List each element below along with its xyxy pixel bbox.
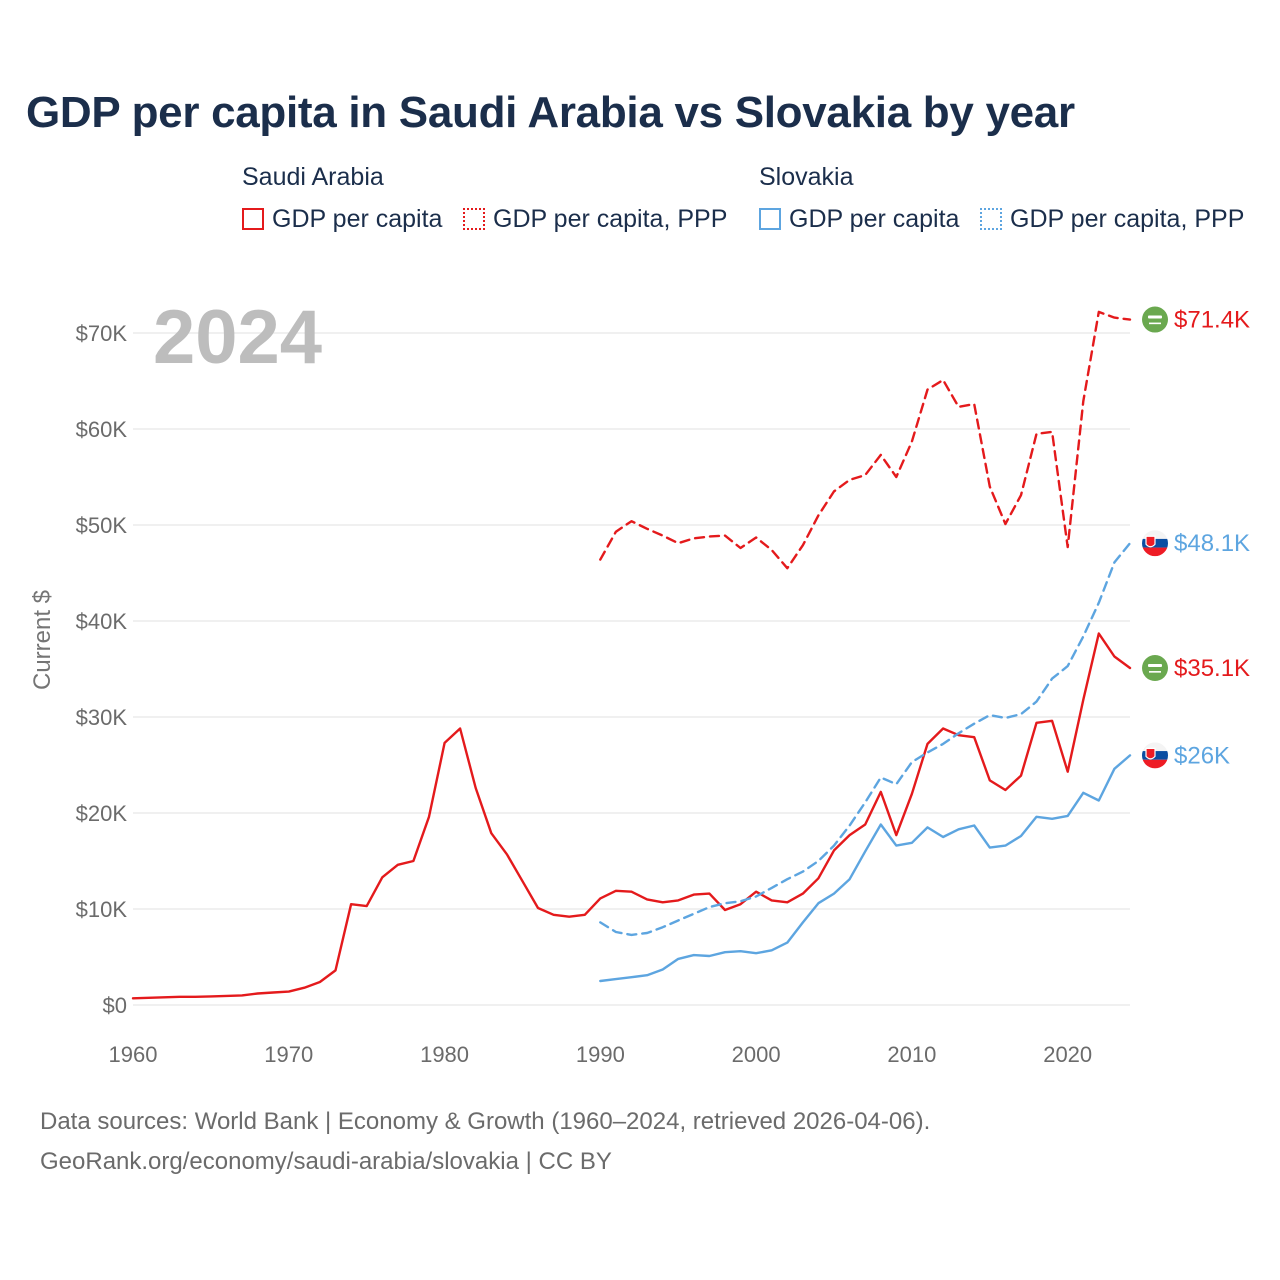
end-value-label: $35.1K [1174, 655, 1250, 682]
series-line-2 [599, 754, 1132, 983]
x-tick-label: 2010 [887, 1042, 936, 1067]
legend-swatch-solid-red [242, 208, 264, 230]
end-labels: $35.1K $71.4K $26K $48.1K [1142, 306, 1250, 769]
footer-url[interactable]: GeoRank.org/economy/saudi-arabia/slovaki… [40, 1148, 612, 1175]
series-line-3 [599, 542, 1132, 937]
y-tick-label: $70K [76, 321, 128, 346]
slovakia-flag-icon [1142, 742, 1168, 769]
x-axis-ticks: 1960 1970 1980 1990 2000 2010 2020 [109, 1042, 1093, 1067]
y-axis-title: Current $ [29, 590, 56, 690]
saudi-arabia-flag-icon [1142, 655, 1168, 682]
slovakia-flag-icon [1142, 530, 1168, 557]
legend-label: GDP per capita, PPP [493, 204, 728, 233]
series-line-1 [599, 310, 1132, 570]
y-tick-label: $20K [76, 801, 128, 826]
legend-swatch-dotted-blue [980, 208, 1002, 230]
legend-group-saudi-arabia: Saudi Arabia [242, 163, 384, 191]
x-tick-label: 2000 [732, 1042, 781, 1067]
gridlines [133, 332, 1130, 1006]
x-tick-label: 1970 [264, 1042, 313, 1067]
y-tick-label: $60K [76, 417, 128, 442]
y-tick-label: $10K [76, 897, 128, 922]
legend-group-slovakia: Slovakia [759, 163, 854, 191]
saudi-arabia-flag-icon [1142, 306, 1168, 333]
end-value-label: $26K [1174, 742, 1230, 769]
y-axis-ticks: $0 $10K $20K $30K $40K $50K $60K $70K [76, 321, 128, 1018]
legend-item-slovakia-gdp-ppp[interactable]: GDP per capita, PPP [980, 204, 1244, 234]
legend-swatch-dotted-red [463, 208, 485, 230]
x-tick-label: 2020 [1043, 1042, 1092, 1067]
x-tick-label: 1980 [420, 1042, 469, 1067]
footer-sources: Data sources: World Bank | Economy & Gro… [40, 1108, 931, 1135]
y-tick-label: $0 [103, 993, 127, 1018]
x-tick-label: 1960 [109, 1042, 158, 1067]
legend-item-slovakia-gdp[interactable]: GDP per capita [759, 204, 959, 234]
end-value-label: $48.1K [1174, 530, 1250, 557]
legend-item-saudi-gdp-ppp[interactable]: GDP per capita, PPP [463, 204, 727, 234]
chart-title: GDP per capita in Saudi Arabia vs Slovak… [26, 88, 1075, 137]
series-line-0 [131, 632, 1132, 1000]
y-tick-label: $40K [76, 609, 128, 634]
year-label: 2024 [153, 295, 322, 380]
y-tick-label: $50K [76, 513, 128, 538]
series-lines [131, 310, 1132, 1000]
legend-label: GDP per capita, PPP [1010, 204, 1245, 233]
legend-label: GDP per capita [789, 204, 960, 233]
y-tick-label: $30K [76, 705, 128, 730]
legend-label: GDP per capita [272, 204, 443, 233]
x-tick-label: 1990 [576, 1042, 625, 1067]
end-value-label: $71.4K [1174, 307, 1250, 334]
legend-item-saudi-gdp[interactable]: GDP per capita [242, 204, 442, 234]
legend-swatch-solid-blue [759, 208, 781, 230]
